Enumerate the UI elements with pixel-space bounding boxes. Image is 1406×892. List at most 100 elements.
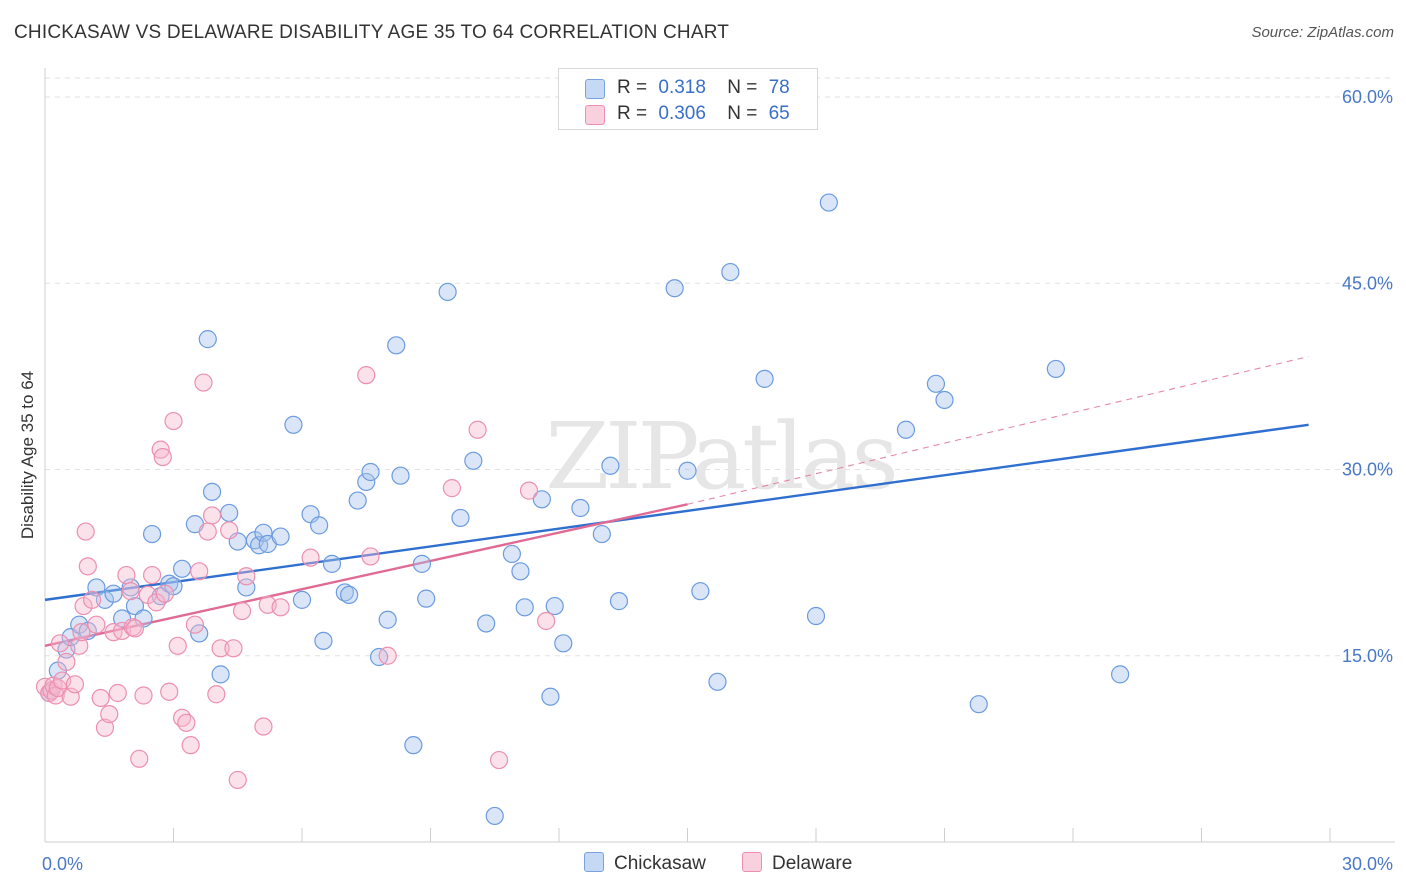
delaware-point [78,557,97,576]
delaware-point [100,705,119,724]
y-axis-label: Disability Age 35 to 64 [18,371,37,539]
chickasaw-point [125,596,145,616]
delaware-point [224,639,243,658]
chickasaw-point [387,336,406,355]
legend-n-label: N = [727,103,758,124]
delaware-point [357,366,376,385]
chickasaw-point [515,598,534,617]
delaware-point [50,634,70,653]
chickasaw-point [541,687,560,706]
y-tick-label: 60.0% [1342,87,1393,107]
delaware-point [95,718,115,737]
chickasaw-point [417,589,436,608]
legend-n-label: N = [727,77,758,98]
delaware-point [361,547,380,566]
delaware-point [537,611,556,631]
chickasaw-point [348,491,367,510]
chickasaw-point [1111,665,1130,684]
delaware-point [91,688,110,708]
chart-title: CHICKASAW VS DELAWARE DISABILITY AGE 35 … [14,22,730,43]
delaware-point [125,619,145,638]
delaware-point [83,590,102,609]
chickasaw-point [485,806,504,826]
delaware-point [202,506,222,525]
chickasaw-point [1046,359,1065,379]
chickasaw-point [935,390,954,410]
chickasaw-point [806,606,826,626]
chickasaw-point [254,523,273,542]
chickasaw-point [361,462,380,482]
chickasaw-point [926,374,946,393]
chickasaw-point [271,527,290,546]
chickasaw-point [292,590,312,609]
delaware-point [237,567,256,586]
legend-swatch-chickasaw [585,79,605,99]
delaware-point [160,682,179,701]
chickasaw-point [819,193,838,212]
chickasaw-point [896,420,916,439]
delaware-point [211,639,230,658]
delaware-trend-line [44,503,688,647]
chickasaw-point [554,634,573,653]
chickasaw-point [198,330,217,349]
chickasaw-point [708,672,727,691]
chickasaw-point [314,631,333,650]
delaware-point [65,675,85,694]
delaware-point [489,750,509,770]
delaware-point [519,481,539,500]
delaware-point [442,479,462,498]
legend-r-label: R = [617,77,648,98]
bottom-legend-swatch-delaware [742,852,762,872]
delaware-point [190,562,209,581]
delaware-point [271,598,290,617]
chickasaw-point [721,262,740,282]
chickasaw-point [969,695,988,714]
delaware-point [134,686,153,705]
delaware-point [254,717,273,736]
chickasaw-point [545,596,564,616]
chickasaw-point [142,524,162,544]
legend: R = 0.318 N = 78 R = 0.306 N = 65 [558,68,818,130]
chickasaw-point [404,736,423,755]
legend-r-value: 0.306 [658,103,706,124]
chickasaw-point [104,584,123,603]
chickasaw-point [412,554,432,573]
chickasaw-point [477,614,496,633]
chickasaw-point [438,282,457,302]
watermark: ZIPatlas [545,403,894,510]
delaware-point [87,615,106,634]
chickasaw-point [532,490,551,509]
chickasaw-point [284,415,303,434]
chickasaw-point [172,559,192,578]
delaware-point [181,736,200,755]
tick-labels: 15.0% 30.0% 45.0% 60.0% 0.0% 30.0% [42,87,1393,874]
chickasaw-point [310,516,329,535]
chickasaw-point [322,554,342,573]
chickasaw-point [202,482,222,501]
chickasaw-point [691,582,710,601]
axes [44,68,1395,843]
delaware-point [153,447,172,467]
legend-swatch-delaware [585,105,605,125]
delaware-point [70,636,89,655]
bottom-legend-label-delaware: Delaware [772,853,853,874]
x-tick-label: 30.0% [1342,854,1393,874]
delaware-point [130,749,149,768]
delaware-point [155,584,175,603]
delaware-point [164,411,183,431]
x-tick-label: 0.0% [42,854,83,874]
chickasaw-point [220,503,239,523]
delaware-point [108,683,127,703]
legend-n-value: 65 [768,103,790,124]
chickasaw-point [609,592,629,611]
delaware-point [228,770,247,790]
delaware-point [194,373,213,392]
trend-lines [44,355,1309,647]
y-tick-label: 45.0% [1342,273,1393,293]
delaware-point [378,646,397,665]
delaware-trend-extension [687,355,1309,505]
delaware-point [117,565,136,585]
chickasaw-point [391,466,410,485]
delaware-point [142,565,162,585]
legend-r-value: 0.318 [658,77,706,98]
